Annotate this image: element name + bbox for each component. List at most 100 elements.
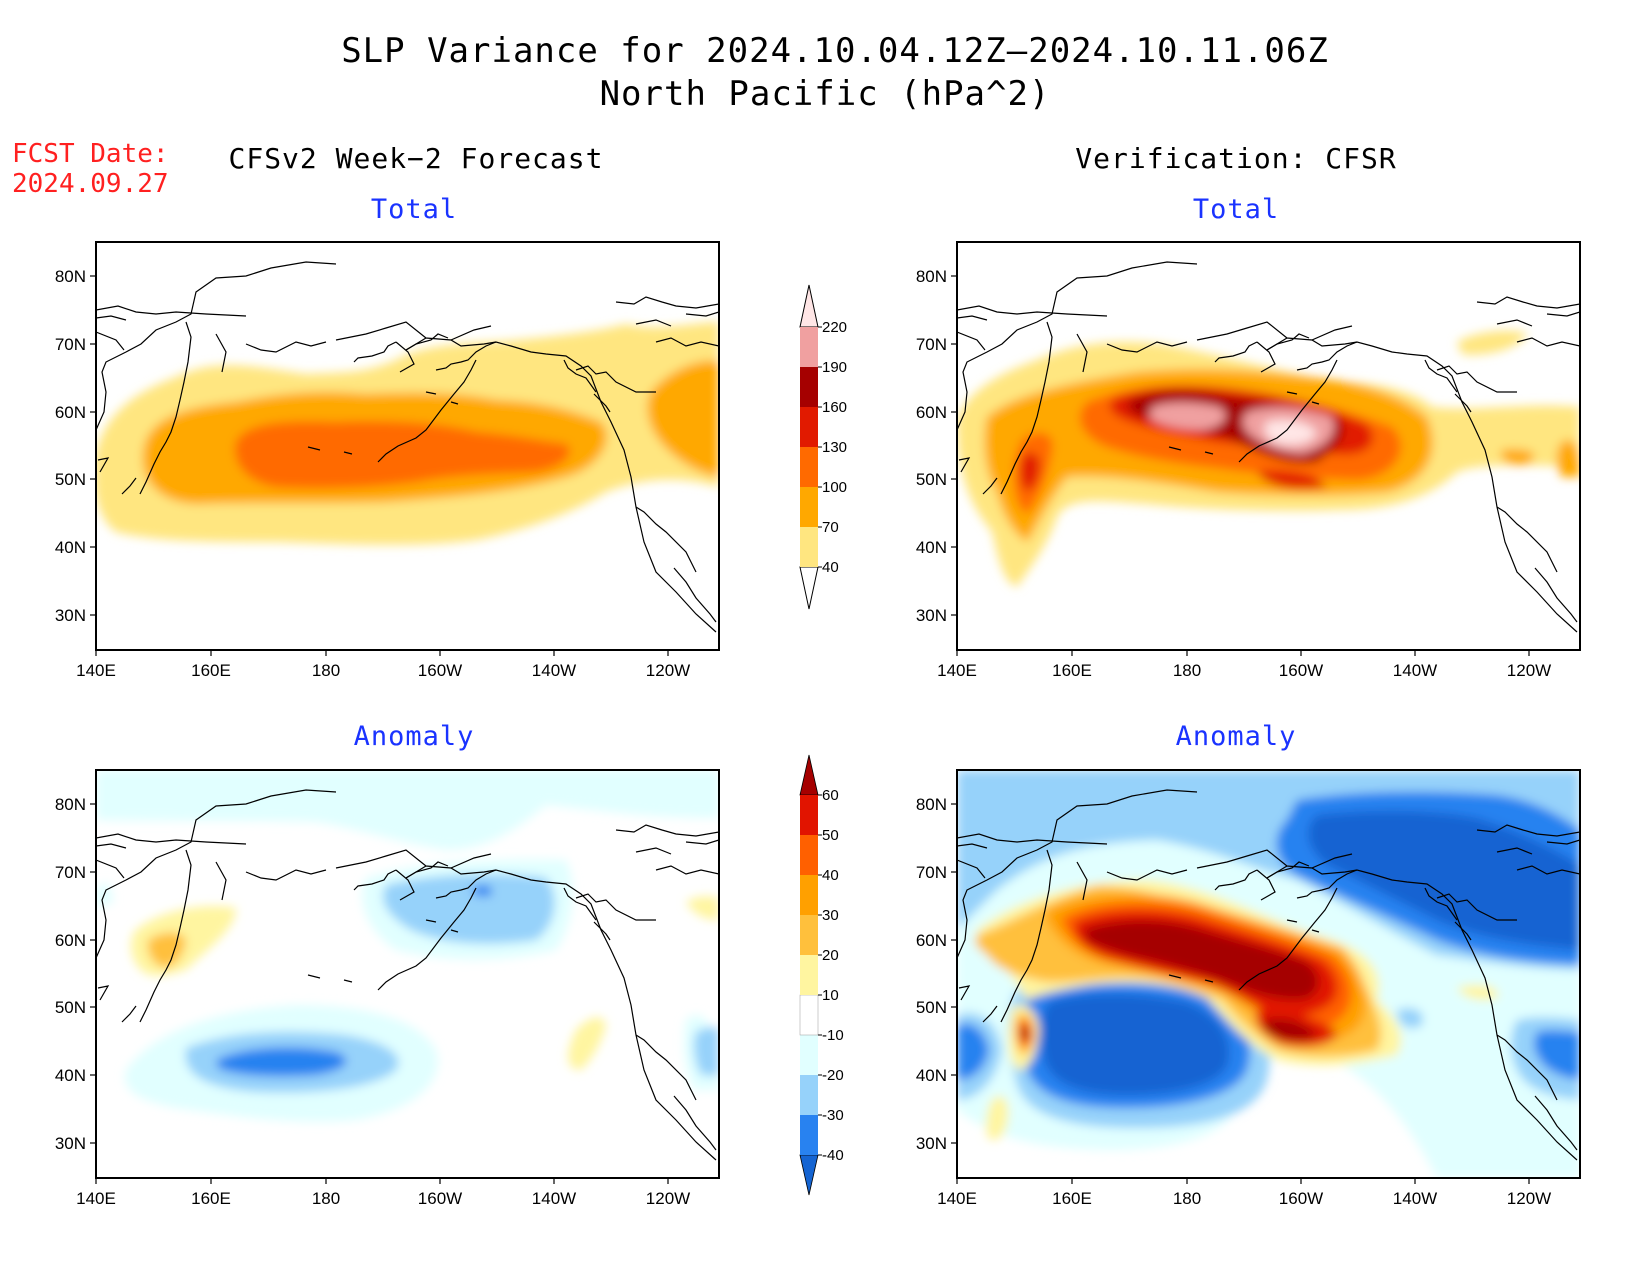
colorbar-total-swatch: [800, 327, 818, 367]
colorbar-anomaly-upper-arrow: [799, 754, 819, 796]
colorbar-total-label: 40: [822, 559, 839, 576]
lat-tick-label: 40N: [55, 538, 86, 557]
lat-tick-label: 60N: [916, 403, 947, 422]
colorbar-total-label: 130: [822, 439, 847, 456]
lon-tick-label: 160W: [1279, 661, 1323, 680]
lon-tick-label: 160E: [191, 1189, 231, 1208]
lon-tick-label: 180: [1173, 661, 1201, 680]
colorbar-anomaly-label: 20: [822, 947, 839, 964]
colorbar-anomaly-swatch: [800, 835, 818, 875]
fcst-date-label: FCST Date:: [12, 139, 169, 169]
lon-tick-label: 120W: [646, 661, 690, 680]
colorbar-total: 40 70 100 130 160 190 220: [799, 284, 847, 610]
lat-tick-label: 50N: [55, 470, 86, 489]
lat-tick-label: 50N: [55, 998, 86, 1017]
lon-tick-label: 180: [1173, 1189, 1201, 1208]
lon-tick-label: 140W: [532, 661, 576, 680]
colorbar-total-swatch: [800, 527, 818, 567]
panel-title-total-verification: Total: [1193, 194, 1279, 225]
colorbar-anomaly-label: -40: [822, 1147, 844, 1164]
lat-tick-label: 30N: [55, 1134, 86, 1153]
map-panel-forecast-anomaly: [95, 769, 720, 1179]
lat-tick-label: 30N: [916, 1134, 947, 1153]
colorbar-anomaly-swatch: [799, 994, 819, 1036]
lon-tick-label: 180: [312, 661, 340, 680]
lat-tick-label: 70N: [55, 335, 86, 354]
lon-tick-label: 140E: [937, 1189, 977, 1208]
colorbar-total-label: 100: [822, 479, 847, 496]
colorbar-anomaly-label: -30: [822, 1107, 844, 1124]
lat-tick-label: 60N: [55, 931, 86, 950]
colorbar-total-label: 70: [822, 519, 839, 536]
lon-tick-label: 160W: [1279, 1189, 1323, 1208]
lat-tick-label: 70N: [55, 863, 86, 882]
colorbar-anomaly-swatch: [800, 795, 818, 835]
colorbar-anomaly-swatch: [800, 915, 818, 955]
lon-tick-label: 140E: [937, 661, 977, 680]
colorbar-anomaly-swatch: [800, 875, 818, 915]
lon-tick-label: 140W: [532, 1189, 576, 1208]
lat-tick-label: 30N: [916, 606, 947, 625]
lon-tick-label: 120W: [1507, 661, 1551, 680]
colorbar-total-lower-arrow: [799, 566, 819, 610]
lon-tick-label: 160E: [191, 661, 231, 680]
lon-tick-label: 120W: [646, 1189, 690, 1208]
colorbar-total-label: 160: [822, 399, 847, 416]
colorbar-total-swatch: [800, 407, 818, 447]
panel-title-total-forecast: Total: [371, 194, 457, 225]
colorbar-total-label: 220: [822, 319, 847, 336]
lon-tick-label: 120W: [1507, 1189, 1551, 1208]
panel-title-anomaly-forecast: Anomaly: [354, 721, 475, 752]
lat-tick-label: 50N: [916, 998, 947, 1017]
lat-tick-label: 40N: [916, 538, 947, 557]
colorbar-anomaly-label: 30: [822, 907, 839, 924]
colorbar-anomaly-swatch: [800, 1115, 818, 1155]
lat-tick-label: 30N: [55, 606, 86, 625]
lat-tick-label: 80N: [55, 267, 86, 286]
colorbar-anomaly-label: 50: [822, 827, 839, 844]
lon-tick-label: 160W: [418, 661, 462, 680]
lat-tick-label: 50N: [916, 470, 947, 489]
colorbar-total-swatch: [800, 487, 818, 527]
lon-tick-label: 140W: [1393, 661, 1437, 680]
lon-tick-label: 140E: [76, 661, 116, 680]
lat-tick-label: 80N: [916, 795, 947, 814]
map-panel-forecast-total: [95, 241, 720, 651]
colorbar-anomaly-swatch: [800, 955, 818, 995]
map-axes: 80N 70N 60N 50N 40N 30N 140E 160E 180 160W 140W 120…: [55, 267, 1551, 1208]
map-panel-verification-total: [956, 241, 1581, 651]
map-panel-verification-anomaly: [956, 769, 1581, 1179]
lon-tick-label: 180: [312, 1189, 340, 1208]
fcst-date-value: 2024.09.27: [12, 169, 169, 199]
lat-tick-label: 70N: [916, 335, 947, 354]
colorbar-anomaly-label: 10: [822, 987, 839, 1004]
lon-tick-label: 160W: [418, 1189, 462, 1208]
colorbar-total-upper-arrow: [799, 284, 819, 328]
lon-tick-label: 160E: [1052, 661, 1092, 680]
lat-tick-label: 80N: [55, 795, 86, 814]
lon-tick-label: 140E: [76, 1189, 116, 1208]
lon-tick-label: 160E: [1052, 1189, 1092, 1208]
colorbar-total-swatch: [800, 367, 818, 407]
colorbar-anomaly-label: -20: [822, 1067, 844, 1084]
lat-tick-label: 40N: [55, 1066, 86, 1085]
colorbar-total-swatch: [800, 447, 818, 487]
colorbar-anomaly: -40 -30 -20 -10 10 20 30 40 50 60: [799, 754, 844, 1196]
right-column-heading: Verification: CFSR: [1075, 142, 1396, 175]
lat-tick-label: 60N: [55, 403, 86, 422]
colorbar-anomaly-lower-arrow: [799, 1154, 819, 1196]
colorbar-anomaly-swatch: [800, 1035, 818, 1075]
colorbar-anomaly-swatch: [800, 1075, 818, 1115]
lat-tick-label: 70N: [916, 863, 947, 882]
lat-tick-label: 40N: [916, 1066, 947, 1085]
lat-tick-label: 60N: [916, 931, 947, 950]
colorbar-total-label: 190: [822, 359, 847, 376]
lat-tick-label: 80N: [916, 267, 947, 286]
figure-title-line1: SLP Variance for 2024.10.04.12Z–2024.10.…: [341, 31, 1329, 71]
panel-title-anomaly-verification: Anomaly: [1176, 721, 1297, 752]
colorbar-anomaly-label: 40: [822, 867, 839, 884]
left-column-heading: CFSv2 Week−2 Forecast: [228, 142, 603, 175]
lon-tick-label: 140W: [1393, 1189, 1437, 1208]
figure-title-line2: North Pacific (hPa^2): [600, 74, 1051, 114]
